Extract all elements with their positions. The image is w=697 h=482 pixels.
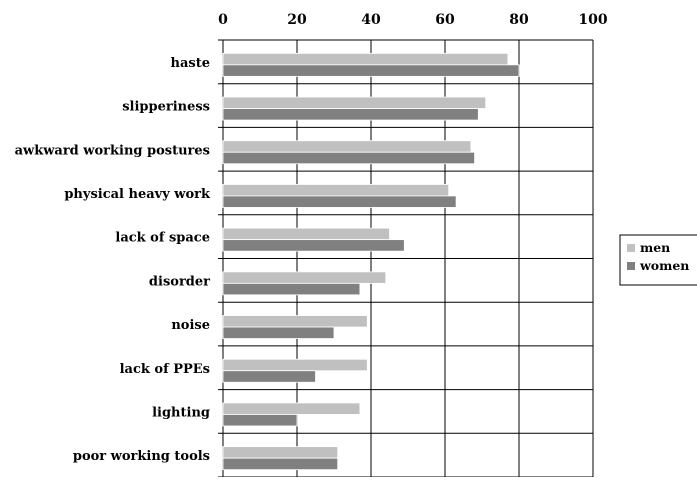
bar-men bbox=[222, 227, 390, 241]
legend-label-men: men bbox=[640, 240, 670, 255]
bar-women bbox=[222, 195, 457, 208]
bar-women bbox=[222, 151, 476, 165]
bar-women bbox=[222, 282, 361, 296]
bar-men bbox=[222, 96, 487, 109]
category-label: awkward working postures bbox=[15, 143, 210, 158]
legend-swatch-women bbox=[627, 262, 635, 270]
category-label: disorder bbox=[149, 274, 210, 289]
category-label: poor working tools bbox=[73, 449, 210, 464]
bar-women bbox=[222, 414, 298, 427]
labels-layer: 0 20 40 60 80 100 haste slipperiness awkward wor… bbox=[15, 12, 608, 464]
category-label: slipperiness bbox=[122, 100, 210, 115]
x-tick-label: 80 bbox=[509, 12, 529, 28]
bar-women bbox=[222, 326, 335, 339]
bar-men bbox=[222, 358, 368, 372]
category-label: haste bbox=[171, 56, 210, 71]
bar-men bbox=[222, 402, 361, 415]
bar-women bbox=[222, 108, 479, 121]
bar-men bbox=[222, 271, 387, 284]
bar-men bbox=[222, 184, 450, 197]
x-tick-label: 40 bbox=[361, 12, 381, 28]
x-tick-label: 100 bbox=[578, 12, 607, 28]
bars-layer bbox=[222, 52, 520, 471]
bar-women bbox=[222, 64, 520, 77]
legend-label-women: women bbox=[639, 258, 689, 273]
x-tick-label: 0 bbox=[218, 12, 228, 28]
bar-women bbox=[222, 457, 339, 471]
legend: men women bbox=[619, 234, 697, 286]
bar-men bbox=[222, 52, 509, 66]
category-label: noise bbox=[171, 318, 210, 333]
bar-men bbox=[222, 446, 339, 459]
legend-swatch-men bbox=[627, 244, 635, 252]
category-label: lighting bbox=[152, 405, 210, 420]
category-label: physical heavy work bbox=[64, 187, 211, 202]
category-label: lack of space bbox=[115, 231, 210, 246]
bar-men bbox=[222, 315, 368, 328]
x-tick-label: 60 bbox=[435, 12, 455, 28]
category-label: lack of PPEs bbox=[120, 362, 210, 377]
bar-women bbox=[222, 370, 316, 383]
x-tick-label: 20 bbox=[287, 12, 307, 28]
bar-women bbox=[222, 239, 405, 252]
legend-box bbox=[619, 234, 697, 286]
bar-men bbox=[222, 140, 472, 153]
